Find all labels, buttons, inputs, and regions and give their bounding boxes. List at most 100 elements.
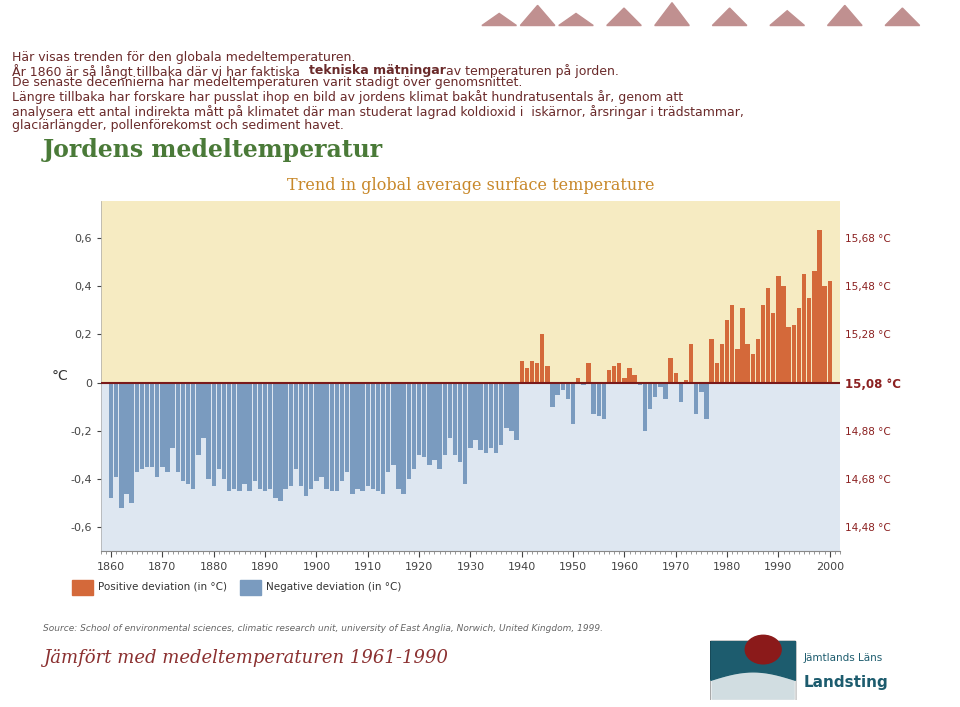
Bar: [381, 382, 385, 493]
Bar: [761, 305, 765, 382]
Bar: [627, 368, 632, 382]
Bar: [101, 292, 840, 294]
Bar: [130, 382, 133, 503]
Bar: [101, 308, 840, 310]
Bar: [101, 301, 840, 303]
Bar: [101, 348, 840, 350]
Bar: [101, 294, 840, 296]
Bar: [191, 382, 196, 489]
Bar: [101, 366, 840, 368]
Bar: [407, 382, 411, 479]
Bar: [101, 286, 840, 288]
Text: Jämtlands Läns: Jämtlands Läns: [804, 653, 882, 663]
Bar: [699, 382, 704, 392]
Bar: [101, 201, 840, 382]
Bar: [730, 305, 734, 382]
Bar: [329, 382, 334, 491]
Text: Negative deviation (in °C): Negative deviation (in °C): [266, 582, 401, 592]
Bar: [617, 363, 621, 382]
Title: Trend in global average surface temperature: Trend in global average surface temperat…: [287, 177, 654, 194]
Bar: [622, 378, 627, 382]
Bar: [101, 377, 840, 379]
Bar: [101, 379, 840, 380]
Bar: [335, 382, 339, 491]
Bar: [375, 382, 380, 491]
Bar: [515, 382, 518, 440]
Bar: [396, 382, 400, 489]
Bar: [101, 211, 840, 212]
Bar: [263, 382, 267, 491]
Text: Source: School of environmental sciences, climatic research unit, university of : Source: School of environmental sciences…: [43, 624, 603, 633]
Bar: [519, 361, 524, 382]
Bar: [101, 368, 840, 370]
Bar: [101, 303, 840, 305]
Bar: [283, 382, 288, 489]
Bar: [525, 368, 529, 382]
Bar: [101, 327, 840, 328]
Bar: [581, 382, 586, 385]
Bar: [817, 230, 822, 382]
Bar: [602, 382, 606, 419]
Bar: [648, 382, 652, 409]
Bar: [150, 382, 155, 467]
Bar: [101, 265, 840, 267]
Bar: [101, 240, 840, 241]
Bar: [674, 373, 678, 382]
Text: Jämfört med medeltemperaturen 1961-1990: Jämfört med medeltemperaturen 1961-1990: [43, 649, 448, 667]
Bar: [320, 382, 324, 477]
Bar: [612, 366, 616, 382]
Bar: [659, 382, 662, 387]
Bar: [489, 382, 493, 448]
Bar: [248, 382, 252, 491]
Bar: [101, 298, 840, 299]
Bar: [478, 382, 483, 450]
Bar: [493, 382, 498, 452]
Bar: [101, 356, 840, 357]
Bar: [101, 382, 840, 551]
Bar: [101, 243, 840, 245]
Bar: [206, 382, 211, 479]
Bar: [101, 220, 840, 221]
Bar: [792, 325, 796, 382]
Bar: [438, 382, 442, 469]
Text: Landsting: Landsting: [804, 674, 888, 690]
Bar: [101, 306, 840, 308]
Bar: [725, 320, 730, 382]
Bar: [504, 382, 509, 428]
Bar: [304, 382, 308, 496]
Text: Här visas trenden för den globala medeltemperaturen.: Här visas trenden för den globala medelt…: [12, 51, 355, 64]
Text: Positive deviation (in °C): Positive deviation (in °C): [98, 582, 227, 592]
Bar: [101, 325, 840, 327]
Bar: [101, 339, 840, 341]
Bar: [294, 382, 298, 469]
Bar: [101, 225, 840, 227]
Bar: [771, 312, 776, 382]
Bar: [350, 382, 354, 493]
Bar: [101, 373, 840, 375]
Bar: [101, 212, 840, 214]
Bar: [274, 382, 277, 498]
Bar: [766, 288, 770, 382]
Text: glaciärlängder, pollenförekomst och sediment havet.: glaciärlängder, pollenförekomst och sedi…: [12, 119, 344, 132]
Bar: [101, 205, 840, 207]
Bar: [101, 247, 840, 249]
Bar: [484, 382, 488, 452]
Bar: [101, 364, 840, 366]
Bar: [101, 209, 840, 211]
Bar: [679, 382, 684, 402]
Circle shape: [745, 636, 781, 664]
Bar: [101, 238, 840, 240]
Bar: [392, 382, 396, 464]
Text: analysera ett antal indirekta mått på klimatet där man studerat lagrad koldioxid: analysera ett antal indirekta mått på kl…: [12, 105, 743, 119]
Bar: [145, 382, 149, 467]
Bar: [242, 382, 247, 484]
Bar: [355, 382, 360, 489]
Bar: [797, 308, 801, 382]
Bar: [535, 363, 540, 382]
Bar: [101, 207, 840, 209]
Text: av temperaturen på jorden.: av temperaturen på jorden.: [442, 64, 618, 78]
Bar: [458, 382, 463, 462]
Bar: [101, 343, 840, 344]
Bar: [171, 382, 175, 448]
Bar: [366, 382, 370, 486]
